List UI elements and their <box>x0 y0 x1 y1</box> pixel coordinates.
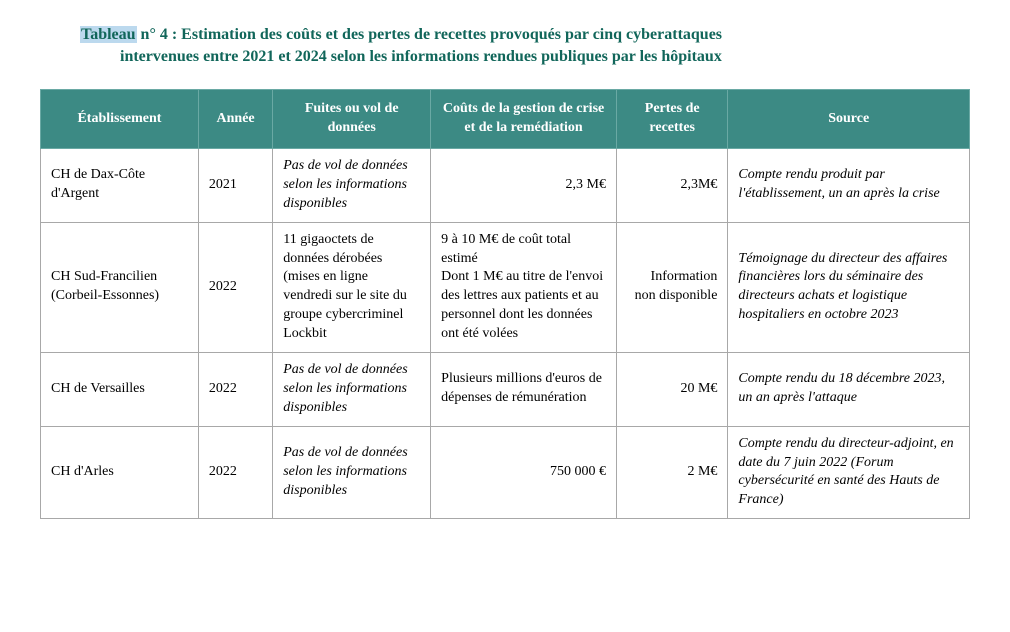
col-source: Source <box>728 90 970 149</box>
caption-line-1: Tableau n° 4 : Estimation des coûts et d… <box>80 24 930 46</box>
cell-source: Compte rendu du 18 décembre 2023, un an … <box>728 352 970 426</box>
table-body: CH de Dax-Côte d'Argent2021Pas de vol de… <box>41 148 970 518</box>
cell-losses: Information non disponible <box>616 222 727 352</box>
col-leak: Fuites ou vol de données <box>273 90 431 149</box>
cell-source: Témoignage du directeur des affaires fin… <box>728 222 970 352</box>
cell-establishment: CH de Dax-Côte d'Argent <box>41 148 199 222</box>
table-row: CH d'Arles2022Pas de vol de données selo… <box>41 426 970 519</box>
cell-costs: 750 000 € <box>431 426 617 519</box>
cell-year: 2022 <box>198 352 272 426</box>
header-row: Établissement Année Fuites ou vol de don… <box>41 90 970 149</box>
col-establishment: Établissement <box>41 90 199 149</box>
col-costs: Coûts de la gestion de crise et de la re… <box>431 90 617 149</box>
cell-year: 2022 <box>198 222 272 352</box>
cell-establishment: CH d'Arles <box>41 426 199 519</box>
caption-rest-1: n° 4 : Estimation des coûts et des perte… <box>137 26 722 43</box>
col-losses: Pertes de recettes <box>616 90 727 149</box>
cell-losses: 2 M€ <box>616 426 727 519</box>
cell-losses: 2,3M€ <box>616 148 727 222</box>
cell-leak: 11 gigaoctets de données dérobées (mises… <box>273 222 431 352</box>
cell-year: 2021 <box>198 148 272 222</box>
cell-costs: 2,3 M€ <box>431 148 617 222</box>
data-table: Établissement Année Fuites ou vol de don… <box>40 89 970 519</box>
caption-highlight: Tableau <box>80 26 137 43</box>
table-row: CH de Dax-Côte d'Argent2021Pas de vol de… <box>41 148 970 222</box>
cell-leak: Pas de vol de données selon les informat… <box>273 352 431 426</box>
cell-leak: Pas de vol de données selon les informat… <box>273 426 431 519</box>
cell-source: Compte rendu produit par l'établissement… <box>728 148 970 222</box>
table-caption: Tableau n° 4 : Estimation des coûts et d… <box>40 24 970 67</box>
cell-costs: Plusieurs millions d'euros de dépenses d… <box>431 352 617 426</box>
cell-establishment: CH Sud-Francilien (Corbeil-Essonnes) <box>41 222 199 352</box>
cell-costs: 9 à 10 M€ de coût total estiméDont 1 M€ … <box>431 222 617 352</box>
table-row: CH de Versailles2022Pas de vol de donnée… <box>41 352 970 426</box>
cell-losses: 20 M€ <box>616 352 727 426</box>
caption-line-2: intervenues entre 2021 et 2024 selon les… <box>80 46 930 68</box>
cell-establishment: CH de Versailles <box>41 352 199 426</box>
table-row: CH Sud-Francilien (Corbeil-Essonnes)2022… <box>41 222 970 352</box>
col-year: Année <box>198 90 272 149</box>
cell-year: 2022 <box>198 426 272 519</box>
cell-source: Compte rendu du directeur-adjoint, en da… <box>728 426 970 519</box>
cell-leak: Pas de vol de données selon les informat… <box>273 148 431 222</box>
